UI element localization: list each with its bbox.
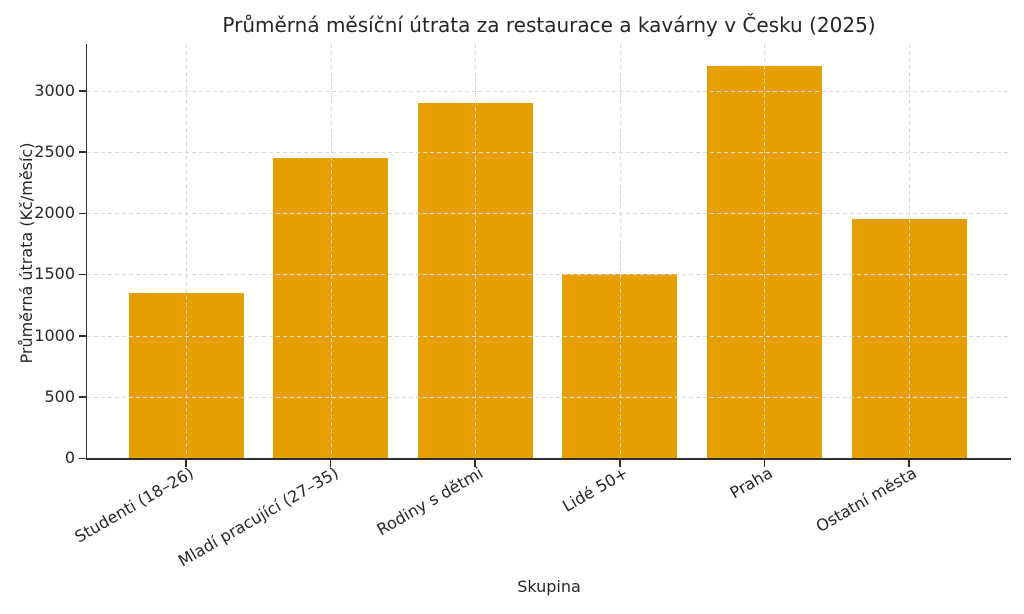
- y-tick-2000: [78, 212, 86, 215]
- x-tick-5: [908, 459, 910, 467]
- x-tick-label-5: Ostatní města: [812, 463, 920, 536]
- gridline-horizontal-2500: [87, 151, 1011, 153]
- y-tick-label-2000: 2000: [34, 203, 75, 223]
- y-tick-label-1000: 1000: [34, 325, 75, 345]
- x-tick-0: [185, 459, 187, 467]
- x-tick-label-4: Praha: [726, 463, 776, 503]
- x-tick-3: [619, 459, 621, 467]
- y-tick-label-2500: 2500: [34, 141, 75, 161]
- gridline-vertical-0: [186, 44, 187, 458]
- y-tick-0: [78, 457, 86, 459]
- x-tick-4: [763, 459, 766, 467]
- y-tick-1000: [78, 335, 86, 337]
- gridline-vertical-2: [475, 44, 477, 458]
- y-axis-spine: [85, 44, 87, 460]
- chart-title: Průměrná měsíční útrata za restaurace a …: [222, 13, 876, 37]
- y-tick-2500: [78, 151, 86, 153]
- x-tick-label-0: Studenti (18–26): [71, 463, 197, 547]
- gridline-horizontal-1500: [87, 274, 1011, 276]
- y-tick-1500: [78, 273, 86, 276]
- y-tick-3000: [78, 90, 86, 92]
- gridline-vertical-5: [909, 44, 910, 458]
- x-tick-2: [474, 459, 476, 467]
- gridline-vertical-3: [619, 44, 621, 458]
- gridline-horizontal-1000: [87, 335, 1011, 337]
- gridline-horizontal-2000: [87, 213, 1011, 215]
- y-tick-label-1500: 1500: [34, 264, 75, 284]
- y-tick-label-3000: 3000: [34, 80, 75, 100]
- x-tick-label-1: Mladí pracující (27–35): [174, 463, 342, 571]
- x-axis-spine: [85, 458, 1011, 460]
- gridline-horizontal-500: [87, 396, 1011, 398]
- gridline-vertical-1: [330, 44, 332, 458]
- y-tick-label-0: 0: [64, 448, 75, 467]
- y-tick-500: [78, 396, 86, 398]
- gridline-horizontal-3000: [87, 90, 1011, 92]
- x-tick-1: [329, 459, 332, 467]
- x-tick-label-2: Rodiny s dětmi: [373, 463, 487, 540]
- x-tick-label-3: Lidé 50+: [558, 463, 631, 516]
- y-tick-label-500: 500: [44, 386, 75, 406]
- x-axis-label: Skupina: [517, 577, 581, 596]
- gridline-vertical-4: [764, 44, 766, 458]
